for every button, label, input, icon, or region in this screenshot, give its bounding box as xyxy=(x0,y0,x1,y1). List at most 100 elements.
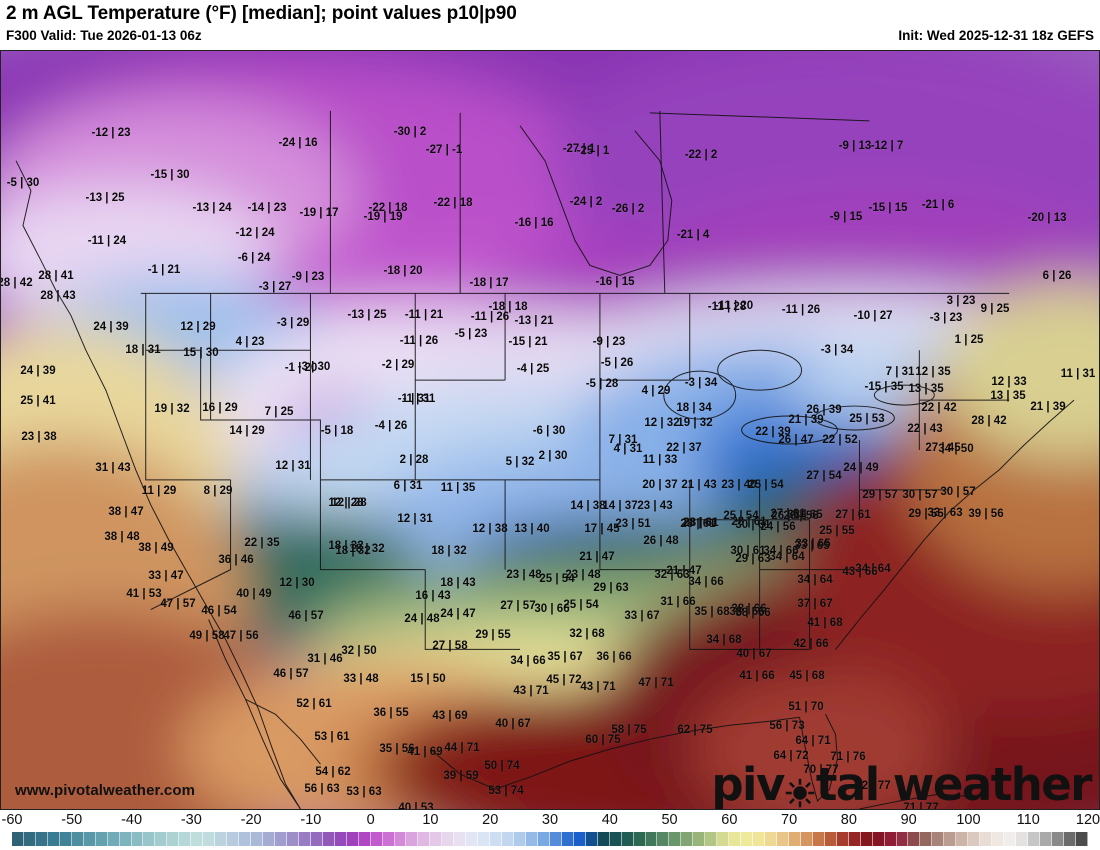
colorbar-cell xyxy=(502,832,515,846)
colorbar-cell xyxy=(382,832,395,846)
colorbar-tick: 0 xyxy=(366,812,375,828)
colorbar-tick: 70 xyxy=(781,812,798,828)
colorbar-tick: -40 xyxy=(121,812,143,828)
colorbar-cell xyxy=(980,832,993,846)
colorbar-cell xyxy=(753,832,766,846)
colorbar-cell xyxy=(788,832,801,846)
colorbar-cell xyxy=(1004,832,1017,846)
colorbar-cell xyxy=(561,832,574,846)
colorbar-tick: 90 xyxy=(900,812,917,828)
colorbar-cell xyxy=(537,832,550,846)
colorbar-cell xyxy=(155,832,168,846)
colorbar-cell xyxy=(310,832,323,846)
colorbar-tick: 40 xyxy=(601,812,618,828)
colorbar-cell xyxy=(1028,832,1040,846)
colorbar-cell xyxy=(944,832,957,846)
colorbar-tick: 30 xyxy=(541,812,559,828)
colorbar-cell xyxy=(227,832,240,846)
colorbar-cell xyxy=(179,832,192,846)
map-temperature-field xyxy=(1,51,1099,809)
colorbar-cell xyxy=(884,832,897,846)
colorbar-cell xyxy=(693,832,706,846)
colorbar-cell xyxy=(597,832,610,846)
colorbar-cell xyxy=(932,832,945,846)
colorbar-cell xyxy=(322,832,335,846)
colorbar-cell xyxy=(430,832,443,846)
colorbar-cell xyxy=(215,832,228,846)
colorbar-tick: -50 xyxy=(61,812,83,828)
colorbar-cell xyxy=(777,832,789,846)
colorbar-cell xyxy=(35,832,48,846)
colorbar-cell xyxy=(167,832,180,846)
colorbar-cell xyxy=(633,832,646,846)
colorbar-cell xyxy=(95,832,108,846)
colorbar-cell xyxy=(286,832,299,846)
colorbar-tick: 50 xyxy=(661,812,678,828)
colorbar-cell xyxy=(358,832,371,846)
colorbar-cell xyxy=(346,832,359,846)
colorbar-cell xyxy=(466,832,479,846)
colorbar-cell xyxy=(47,832,60,846)
colorbar-cell xyxy=(394,832,407,846)
colorbar-gradient-strip[interactable] xyxy=(12,832,1088,846)
colorbar-cell xyxy=(729,832,742,846)
colorbar-cell xyxy=(956,832,969,846)
watermark-brand: piv tal weather xyxy=(711,758,1093,810)
colorbar-cell xyxy=(1063,832,1076,846)
colorbar-cell xyxy=(514,832,526,846)
colorbar-cell xyxy=(334,832,347,846)
temperature-contour-svg xyxy=(1,51,1099,809)
watermark-brand-part2: tal weather xyxy=(815,758,1093,810)
colorbar-cell xyxy=(800,832,813,846)
colorbar-cell xyxy=(239,832,252,846)
colorbar-cell xyxy=(585,832,598,846)
map-borders xyxy=(15,110,1075,809)
colorbar-tick: 120 xyxy=(1075,812,1100,828)
watermark-brand-part1: piv xyxy=(711,758,785,810)
colorbar-tick: 20 xyxy=(482,812,499,828)
colorbar-cell xyxy=(107,832,120,846)
init-time-label: Init: Wed 2025-12-31 18z GEFS xyxy=(898,28,1094,43)
colorbar-cell xyxy=(573,832,586,846)
colorbar-cell xyxy=(908,832,921,846)
valid-time-label: F300 Valid: Tue 2026-01-13 06z xyxy=(6,28,202,43)
colorbar-cell xyxy=(191,832,204,846)
colorbar-tick: 100 xyxy=(956,812,981,828)
colorbar-cell xyxy=(812,832,825,846)
colorbar-cell xyxy=(1075,832,1088,846)
colorbar-tick: 110 xyxy=(1016,812,1040,828)
colorbar-tick: 10 xyxy=(422,812,439,828)
colorbar-cell xyxy=(765,832,777,846)
colorbar-cell xyxy=(370,832,383,846)
colorbar-cell xyxy=(1051,832,1064,846)
colorbar-cell xyxy=(669,832,682,846)
colorbar-cell xyxy=(872,832,885,846)
colorbar-cell xyxy=(705,832,718,846)
colorbar-cell xyxy=(12,832,24,846)
colorbar-tick: -30 xyxy=(180,812,202,828)
sun-icon-svg xyxy=(785,778,815,807)
colorbar-cell xyxy=(717,832,730,846)
colorbar-cell xyxy=(681,832,694,846)
colorbar-cell xyxy=(83,832,96,846)
colorbar-cell xyxy=(549,832,562,846)
colorbar-cell xyxy=(860,832,873,846)
colorbar-cell xyxy=(119,832,132,846)
colorbar-cell xyxy=(490,832,503,846)
colorbar-cell xyxy=(251,832,264,846)
colorbar[interactable]: -60 -50 -40 -30 -20 -10 0 10 20 30 40 50 60 70 80 90 100… xyxy=(0,812,1100,850)
colorbar-cell xyxy=(968,832,981,846)
weather-map[interactable]: -5 | 30 -12 | 23 -13 | 25 -11 | 24 28 | 42 -1… xyxy=(0,50,1100,810)
colorbar-tick: 80 xyxy=(840,812,857,828)
colorbar-tick: -10 xyxy=(300,812,322,828)
colorbar-cell xyxy=(263,832,275,846)
colorbar-cell xyxy=(478,832,491,846)
colorbar-cell xyxy=(920,832,933,846)
colorbar-cell xyxy=(525,832,538,846)
colorbar-cell xyxy=(454,832,467,846)
colorbar-cell xyxy=(406,832,419,846)
colorbar-cell xyxy=(23,832,36,846)
page-title: 2 m AGL Temperature (°F) [median]; point… xyxy=(6,3,517,24)
colorbar-cell xyxy=(1039,832,1052,846)
colorbar-tick-labels: -60 -50 -40 -30 -20 -10 0 10 20 30 40 50 60 70 80 90 100… xyxy=(0,812,1100,831)
